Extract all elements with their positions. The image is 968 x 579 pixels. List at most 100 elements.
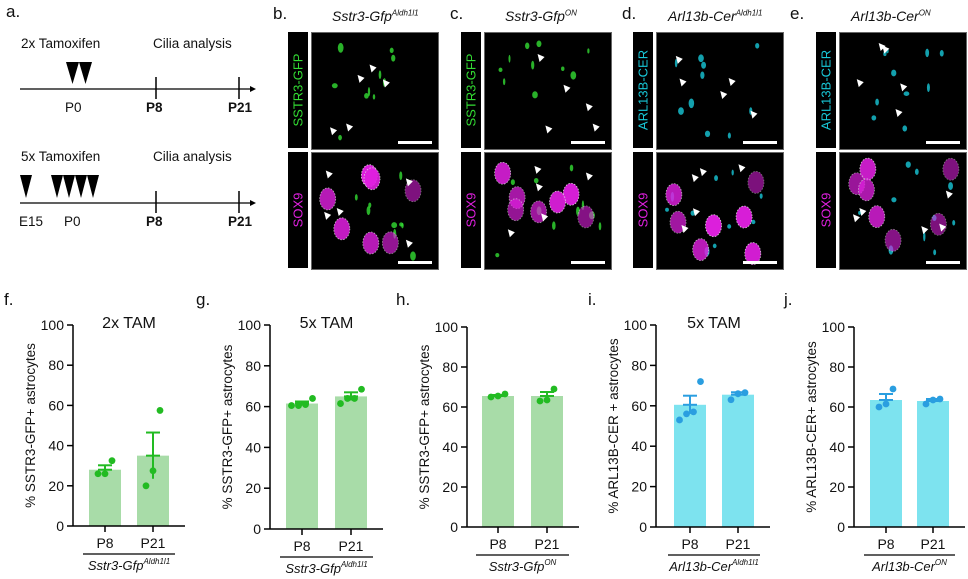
timeline-bottom-tick-e15: E15 bbox=[19, 214, 44, 229]
y-tick-label: 20 bbox=[442, 479, 458, 495]
cilium-signal bbox=[883, 51, 887, 57]
cilium-signal bbox=[926, 83, 930, 92]
data-point bbox=[94, 470, 102, 478]
channel-label-strip-bottom: SOX9 bbox=[816, 152, 836, 268]
timeline-bottom-axis bbox=[20, 175, 256, 213]
cilium-signal bbox=[905, 161, 911, 168]
y-tick-label: 80 bbox=[442, 359, 458, 375]
cilium-signal bbox=[391, 222, 398, 229]
arrowhead-marker-icon bbox=[859, 208, 867, 217]
chart-title: 2x TAM bbox=[102, 315, 156, 332]
channel-label-strip-bottom: SOX9 bbox=[633, 152, 653, 268]
bar-p8 bbox=[674, 404, 706, 527]
sox9-nucleus bbox=[858, 178, 875, 202]
data-point bbox=[889, 385, 897, 393]
cilium-signal bbox=[690, 210, 695, 216]
genotype-name: Sstr3-Gfp bbox=[505, 8, 565, 24]
arrowhead-marker-icon bbox=[750, 110, 758, 119]
data-point bbox=[149, 467, 157, 475]
arrowhead-marker-icon bbox=[405, 239, 413, 248]
cilium-signal bbox=[727, 224, 732, 229]
cilium-signal bbox=[367, 86, 371, 97]
arrowhead-marker-icon bbox=[592, 123, 600, 132]
micrograph-title: Sstr3-GfpON bbox=[505, 8, 577, 24]
injection-arrowhead-icon bbox=[87, 175, 99, 198]
data-point bbox=[309, 395, 316, 402]
timeline-top-dose-label: 2x Tamoxifen bbox=[21, 36, 101, 51]
sox9-nucleus bbox=[363, 167, 381, 191]
sox9-nucleus bbox=[868, 205, 886, 229]
scale-bar bbox=[926, 141, 960, 144]
y-tick-label: 40 bbox=[631, 438, 647, 454]
cilium-signal bbox=[338, 134, 342, 141]
micrograph-image-bottom bbox=[311, 152, 439, 270]
cilium-signal bbox=[508, 54, 511, 63]
x-tick-label: P8 bbox=[293, 538, 310, 554]
genotype-name: Arl13b-Cer bbox=[668, 8, 736, 24]
data-point bbox=[351, 395, 358, 402]
panel-label-f: f. bbox=[4, 290, 14, 309]
y-axis-label: % SSTR3-GFP+ astrocytes bbox=[417, 344, 432, 509]
chart-title: 5x TAM bbox=[687, 315, 741, 332]
arrowhead-marker-icon bbox=[541, 213, 549, 222]
arrowhead-marker-icon bbox=[895, 108, 903, 117]
cilium-signal bbox=[891, 69, 897, 77]
micrograph-title: Sstr3-GfpAldh1l1 bbox=[332, 8, 419, 24]
micrograph-image-top bbox=[484, 32, 612, 150]
micrograph-image-top bbox=[311, 32, 439, 150]
data-point bbox=[936, 395, 944, 403]
y-axis-label: % SSTR3-GFP+ astrocytes bbox=[220, 344, 235, 509]
sox9-nucleus bbox=[744, 242, 762, 265]
bar-p21 bbox=[722, 394, 754, 527]
y-tick-label: 20 bbox=[829, 479, 845, 495]
cilium-signal bbox=[751, 219, 756, 225]
y-tick-label: 0 bbox=[837, 519, 845, 535]
arrowhead-marker-icon bbox=[900, 83, 908, 92]
cilium-signal bbox=[704, 130, 711, 138]
data-point bbox=[337, 400, 344, 407]
sox9-nucleus bbox=[362, 231, 380, 255]
scale-bar bbox=[398, 141, 432, 144]
cilium-signal bbox=[366, 206, 371, 216]
panel-label-a: a. bbox=[6, 2, 21, 21]
timeline-top-analysis-label: Cilia analysis bbox=[153, 36, 232, 51]
scale-bar bbox=[743, 261, 777, 264]
data-point bbox=[690, 408, 697, 416]
arrowhead-marker-icon bbox=[945, 190, 953, 199]
sox9-nucleus bbox=[942, 157, 960, 181]
panel-label-j: j. bbox=[784, 290, 793, 309]
injection-arrowhead-icon bbox=[75, 175, 87, 198]
arrowhead-marker-icon bbox=[699, 168, 707, 177]
scale-bar bbox=[926, 261, 960, 264]
arrowhead-marker-icon bbox=[852, 214, 860, 223]
arrowhead-marker-icon bbox=[675, 55, 683, 64]
cilium-signal bbox=[903, 91, 910, 96]
data-point bbox=[101, 470, 109, 478]
data-point bbox=[741, 389, 749, 397]
micrograph-image-top bbox=[656, 32, 784, 150]
data-point bbox=[929, 396, 937, 404]
sox9-nucleus bbox=[747, 170, 765, 194]
injection-arrowhead-icon bbox=[79, 62, 92, 84]
genotype-superscript: Aldh1l1 bbox=[391, 8, 419, 18]
data-point bbox=[295, 402, 302, 409]
chart-title: 5x TAM bbox=[300, 315, 354, 332]
x-tick-label: P21 bbox=[726, 536, 751, 552]
bar-p8 bbox=[89, 469, 121, 526]
cilium-signal bbox=[378, 70, 382, 80]
injection-arrowhead-icon bbox=[66, 62, 79, 84]
timeline-top-axis bbox=[20, 62, 256, 99]
arrowhead-marker-icon bbox=[325, 170, 333, 179]
arrowhead-marker-icon bbox=[691, 174, 699, 183]
cilium-signal bbox=[727, 132, 731, 139]
data-point bbox=[676, 416, 683, 424]
cilium-signal bbox=[902, 125, 908, 132]
cilium-signal bbox=[495, 253, 500, 258]
cilium-signal bbox=[337, 42, 344, 53]
genotype-superscript: ON bbox=[564, 8, 577, 18]
data-point bbox=[494, 392, 502, 400]
cilium-signal bbox=[871, 115, 877, 121]
cilium-signal bbox=[674, 59, 678, 68]
scale-bar bbox=[743, 141, 777, 144]
bar-p8 bbox=[482, 396, 514, 527]
